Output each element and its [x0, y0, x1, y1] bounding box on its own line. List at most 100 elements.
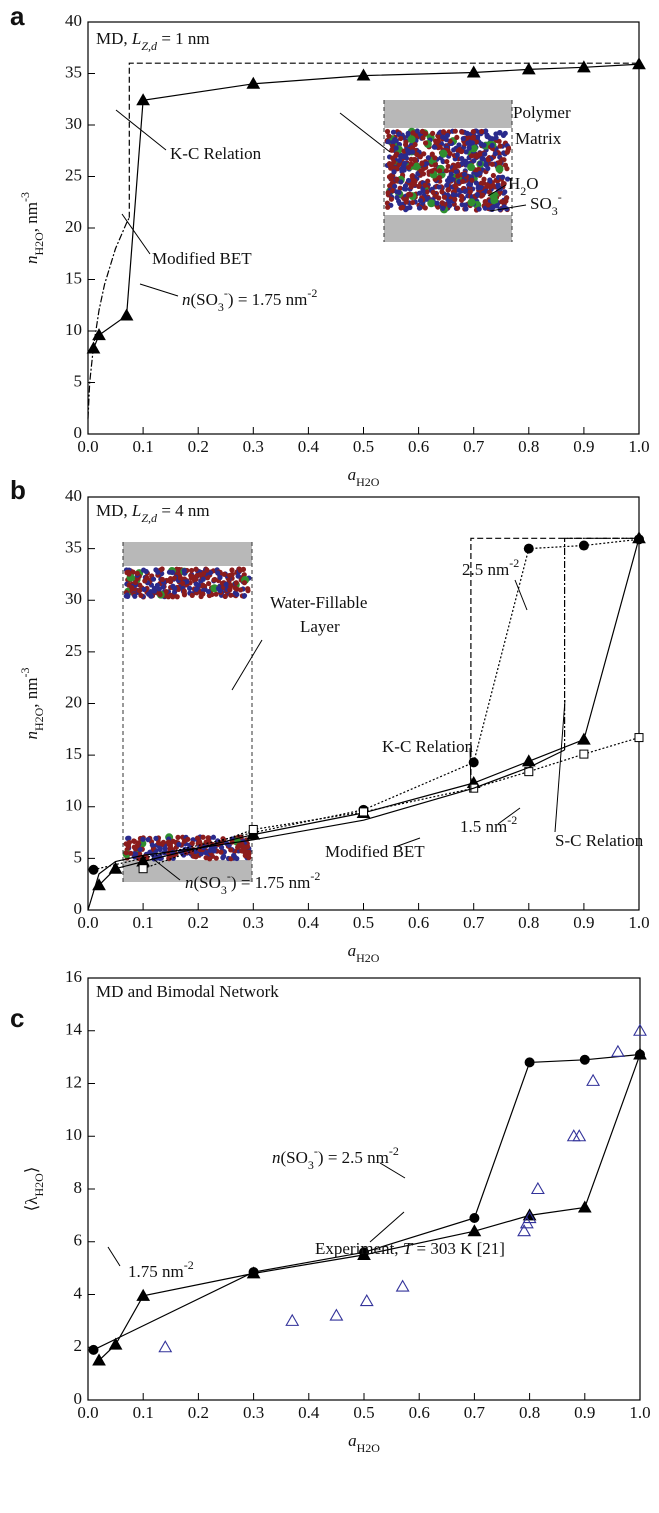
y-tick-label: 5 [74, 371, 83, 390]
annotation-part: ) = 1.75 nm [228, 290, 307, 309]
x-axis-label-part: a [348, 465, 357, 484]
annotation: Water-Fillable [270, 593, 367, 612]
molecule [390, 188, 396, 194]
molecule [416, 183, 422, 189]
molecule [204, 567, 210, 573]
molecule [405, 177, 412, 184]
data-point [578, 540, 589, 551]
leader-line [121, 213, 151, 255]
molecule [442, 135, 448, 141]
x-tick-label: 0.6 [408, 913, 429, 932]
annotation-part: 3 [218, 300, 224, 314]
molecule [205, 589, 212, 595]
molecule [385, 204, 391, 210]
molecule [419, 161, 425, 167]
y-axis-label: ⟨λH2O⟩ [22, 1167, 46, 1212]
molecule [412, 162, 421, 171]
molecule [205, 835, 211, 841]
annotation: S-C Relation [555, 831, 644, 850]
molecule [231, 852, 237, 859]
molecule [149, 842, 155, 848]
molecule [454, 205, 461, 211]
y-axis-label-part: n [22, 731, 41, 740]
molecule [403, 139, 409, 145]
molecule [160, 839, 167, 845]
x-axis-label-part: H2O [357, 1441, 381, 1455]
x-axis-label-part: H2O [356, 475, 380, 489]
annotation: MD and Bimodal Network [96, 982, 279, 1001]
data-point [136, 1288, 151, 1301]
molecule [427, 199, 436, 208]
molecule [393, 138, 399, 144]
annotation-part: Z,d [141, 39, 158, 53]
annotation-part: L [131, 29, 141, 48]
molecule [436, 134, 442, 140]
molecule [478, 184, 484, 191]
molecule [407, 135, 416, 144]
annotation: K-C Relation [170, 144, 262, 163]
molecule [462, 158, 469, 164]
molecule [485, 157, 492, 163]
molecule [165, 594, 171, 600]
molecule [489, 142, 495, 149]
molecule [454, 134, 460, 141]
molecule [157, 592, 163, 598]
y-tick-label: 8 [74, 1178, 83, 1197]
molecule [469, 177, 475, 183]
molecule [410, 130, 416, 136]
molecule [141, 586, 147, 592]
x-tick-label: 0.1 [132, 437, 153, 456]
molecule [167, 576, 174, 582]
data-point [158, 1340, 173, 1353]
molecule [140, 836, 146, 842]
molecule [193, 586, 199, 593]
molecule [414, 128, 420, 134]
data-point [136, 93, 150, 106]
x-axis-label-part: H2O [356, 951, 380, 965]
annotation-part: = 303 K [21] [412, 1239, 505, 1258]
molecule [481, 176, 487, 182]
molecule [218, 849, 224, 855]
annotation-part: n [185, 873, 194, 892]
x-tick-label: 0.6 [408, 437, 429, 456]
molecule [386, 133, 392, 139]
molecule [228, 592, 234, 598]
x-tick-label: 0.2 [188, 1403, 209, 1422]
data-point [633, 1047, 647, 1060]
annotation-part: -2 [507, 813, 517, 827]
molecule [458, 148, 465, 155]
panel-letter: a [10, 1, 25, 31]
annotation: 2.5 nm-2 [462, 556, 519, 579]
molecule [227, 587, 233, 593]
y-tick-label: 10 [65, 320, 82, 339]
molecule [226, 572, 233, 579]
molecule [131, 838, 137, 844]
data-point [246, 76, 261, 89]
molecule [211, 848, 217, 854]
x-tick-label: 0.0 [77, 913, 98, 932]
molecule [391, 159, 397, 165]
annotation: 1.75 nm-2 [128, 1258, 194, 1281]
molecule [215, 570, 221, 576]
x-tick-label: 0.4 [298, 913, 320, 932]
molecule [132, 851, 139, 857]
molecule [459, 129, 465, 135]
molecule [153, 835, 159, 841]
data-point [88, 1344, 99, 1355]
annotation-part: K-C Relation [170, 144, 262, 163]
molecule [215, 585, 222, 592]
molecule [210, 834, 217, 840]
molecule [196, 839, 203, 845]
molecule [396, 131, 402, 137]
molecule [128, 850, 134, 856]
molecule [467, 182, 474, 188]
molecule [452, 128, 458, 134]
molecule [150, 576, 157, 582]
molecule [454, 152, 460, 158]
molecule [412, 178, 418, 184]
data-point [572, 1129, 587, 1142]
y-tick-label: 20 [65, 692, 82, 711]
molecule [126, 835, 132, 841]
x-tick-label: 0.8 [519, 1403, 540, 1422]
molecule [142, 578, 148, 584]
